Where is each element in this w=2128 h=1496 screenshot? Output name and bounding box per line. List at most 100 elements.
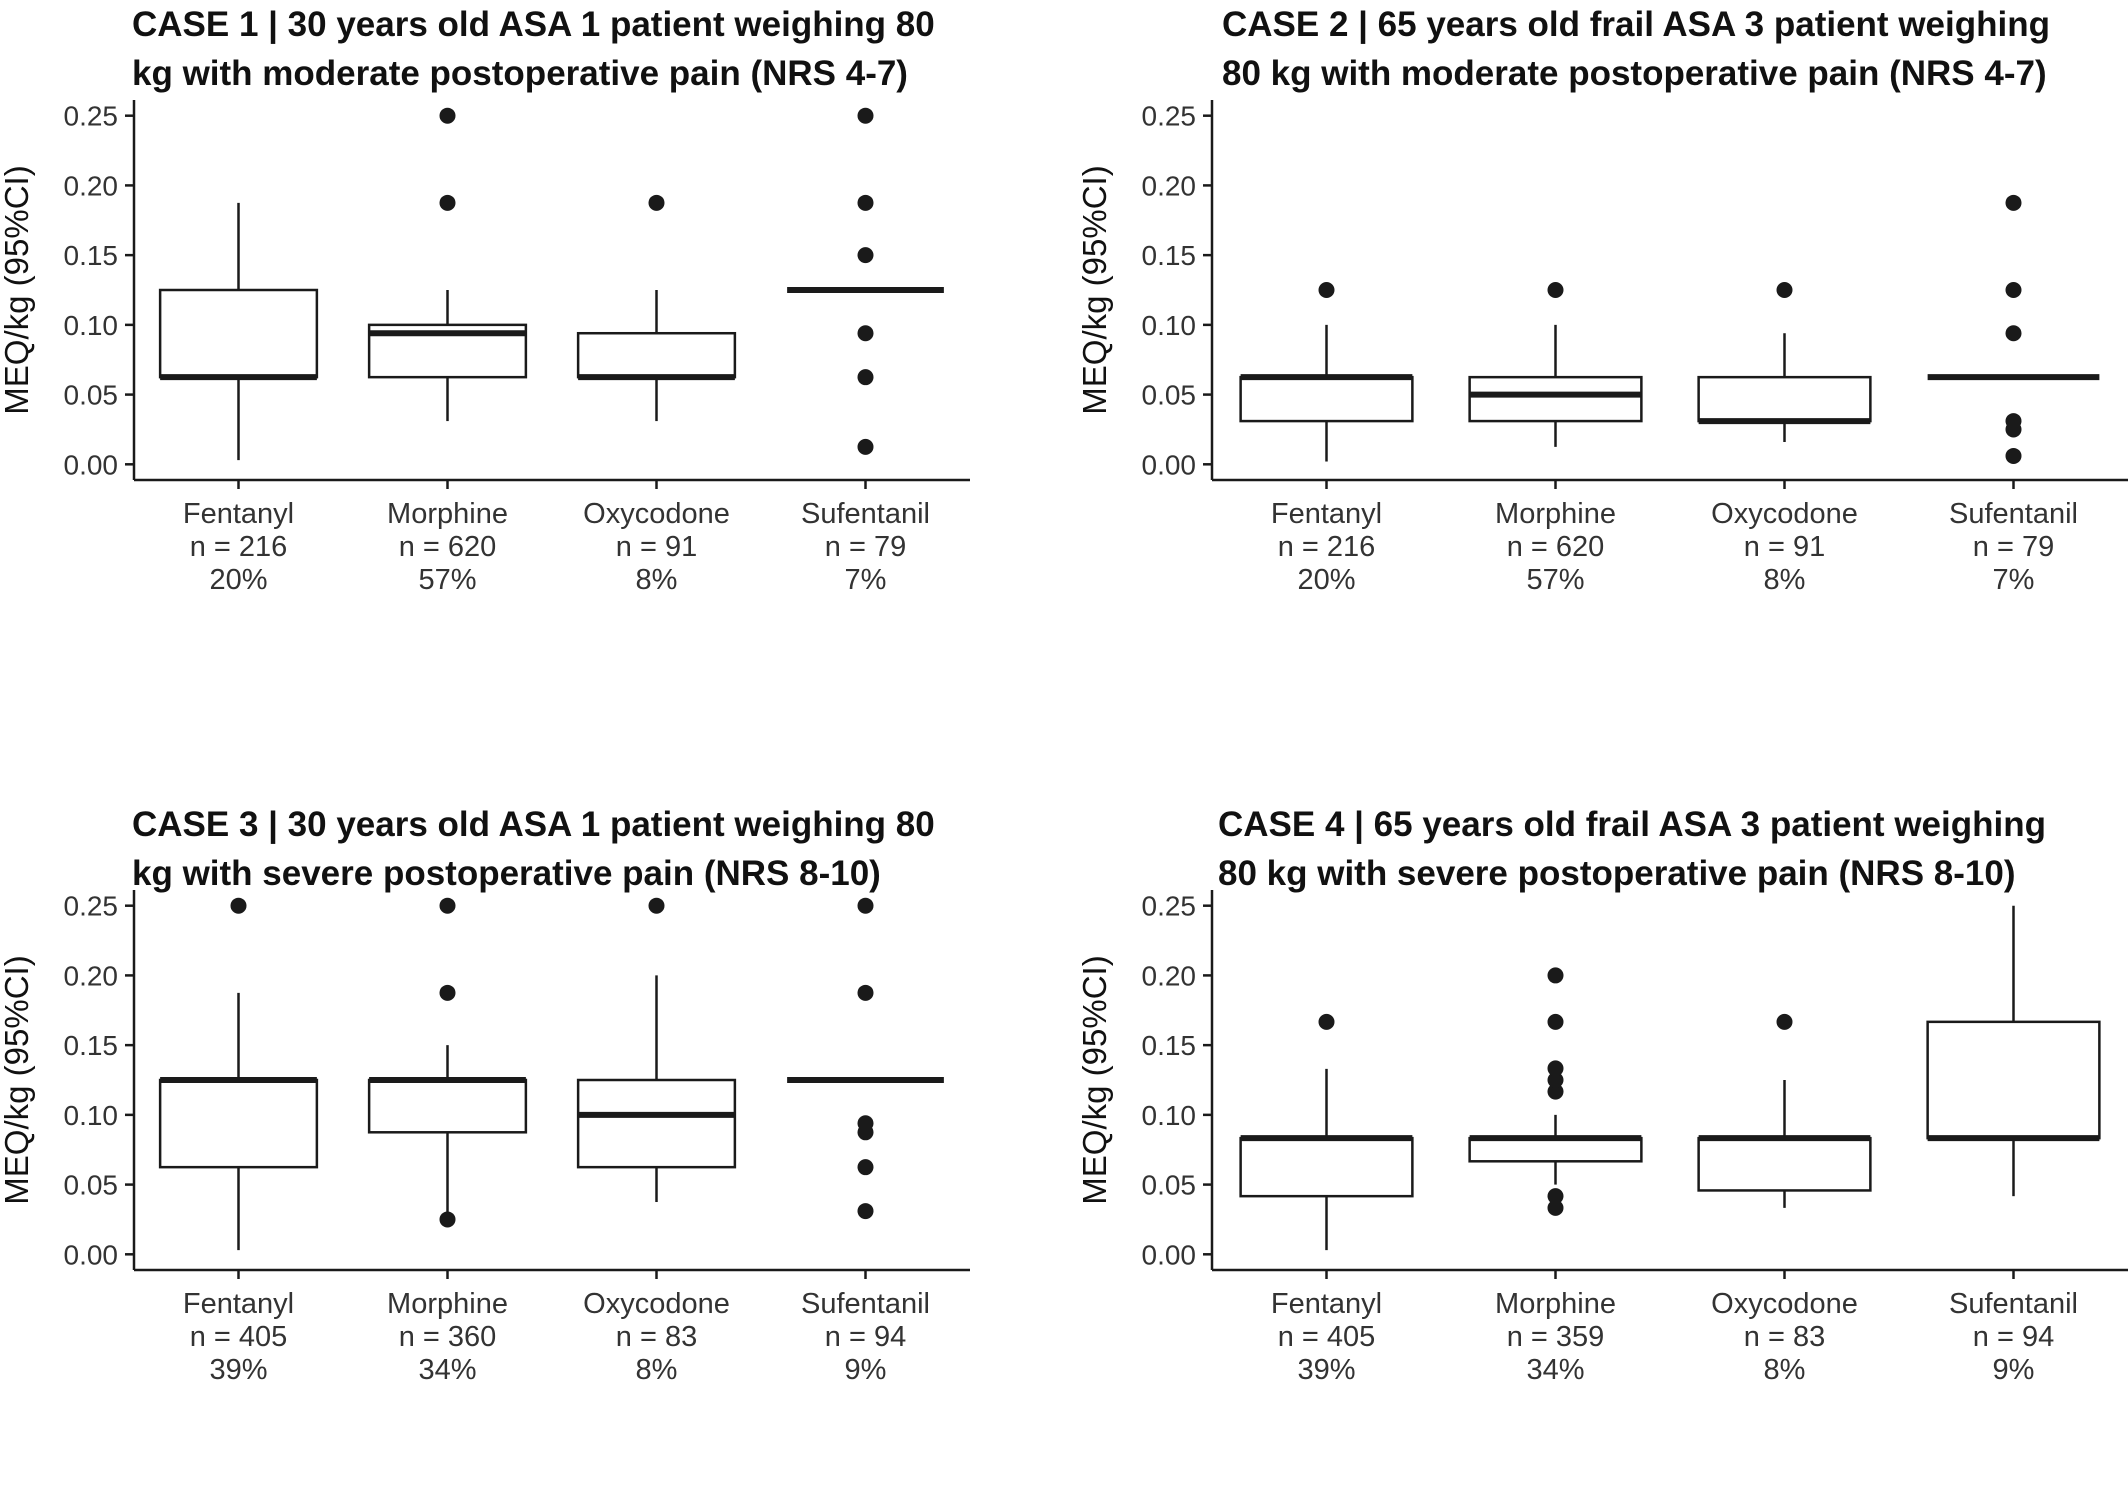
percentage-label-morphine: 57%: [1526, 564, 1584, 596]
y-tick-label: 0.25: [64, 101, 119, 132]
outlier-point-sufentanil: [2005, 282, 2022, 298]
x-tick-label-oxycodone: Oxycodone: [1711, 1288, 1858, 1320]
outlier-point-sufentanil: [857, 247, 874, 264]
outlier-point-sufentanil: [857, 325, 874, 342]
percentage-label-oxycodone: 8%: [636, 564, 678, 596]
chart-title-line: CASE 2 | 65 years old frail ASA 3 patien…: [1222, 5, 2050, 44]
outlier-point-sufentanil: [2005, 194, 2022, 211]
outlier-point-sufentanil: [857, 1115, 874, 1132]
outlier-point-fentanyl: [230, 897, 247, 914]
y-tick-label: 0.25: [1142, 891, 1197, 922]
y-tick-label: 0.20: [64, 170, 119, 201]
y-tick-label: 0.20: [64, 960, 119, 991]
y-tick-label: 0.20: [1142, 960, 1197, 991]
outlier-point-oxycodone: [1776, 1013, 1793, 1030]
outlier-point-morphine: [1547, 1013, 1564, 1030]
box-fentanyl: [158, 288, 319, 379]
y-tick-label: 0.20: [1142, 170, 1197, 201]
outlier-point-sufentanil: [857, 897, 874, 914]
percentage-label-sufentanil: 9%: [845, 1354, 887, 1386]
x-tick-label-morphine: Morphine: [1495, 1288, 1616, 1320]
x-tick-label-morphine: Morphine: [1495, 498, 1616, 530]
sample-size-label-morphine: n = 620: [399, 531, 497, 563]
y-axis-label: MEQ/kg (95%CI): [1076, 955, 1113, 1204]
chart-title-line: kg with severe postoperative pain (NRS 8…: [132, 854, 881, 893]
box-plot: 0.00 0.05 0.10 0.15 0.20 0.25 MEQ/kg (95%CI) Fe…: [1076, 890, 2128, 1386]
percentage-label-sufentanil: 7%: [1993, 564, 2035, 596]
chart-panel-case-3: CASE 3 | 30 years old ASA 1 patient weig…: [0, 774, 1064, 1496]
sample-size-label-fentanyl: n = 405: [1278, 1321, 1376, 1353]
sample-size-label-fentanyl: n = 405: [190, 1321, 288, 1353]
outlier-point-oxycodone: [648, 897, 665, 914]
x-tick-label-fentanyl: Fentanyl: [1271, 498, 1382, 530]
y-axis-label: MEQ/kg (95%CI): [1076, 165, 1113, 414]
sample-size-label-morphine: n = 360: [399, 1321, 497, 1353]
chart-title: CASE 2 | 65 years old frail ASA 3 patien…: [1222, 0, 2050, 98]
sample-size-label-oxycodone: n = 91: [1744, 531, 1825, 563]
x-tick-label-fentanyl: Fentanyl: [183, 498, 294, 530]
y-tick-label: 0.00: [64, 449, 119, 480]
x-tick-label-morphine: Morphine: [387, 498, 508, 530]
box-morphine: [367, 1078, 528, 1134]
y-tick-label: 0.25: [64, 891, 119, 922]
outlier-point-morphine: [1547, 1072, 1564, 1088]
percentage-label-morphine: 34%: [1526, 1354, 1584, 1386]
sample-size-label-oxycodone: n = 83: [616, 1321, 697, 1353]
sample-size-label-sufentanil: n = 94: [1973, 1321, 2054, 1353]
y-tick-label: 0.10: [64, 1100, 119, 1131]
outlier-point-morphine: [1547, 1060, 1564, 1077]
sample-size-label-fentanyl: n = 216: [1278, 531, 1376, 563]
outlier-point-morphine: [439, 194, 456, 211]
chart-panel-case-4: CASE 4 | 65 years old frail ASA 3 patien…: [1064, 774, 2128, 1496]
y-tick-label: 0.05: [1142, 1170, 1197, 1201]
y-tick-label: 0.05: [64, 1170, 119, 1201]
outlier-point-morphine: [439, 984, 456, 1001]
outlier-point-oxycodone: [1776, 282, 1793, 298]
box-fentanyl: [1239, 375, 1414, 423]
y-tick-label: 0.00: [1142, 449, 1197, 480]
percentage-label-morphine: 57%: [418, 564, 476, 596]
outlier-point-oxycodone: [648, 194, 665, 211]
y-tick-label: 0.00: [64, 1239, 119, 1270]
y-axis-label: MEQ/kg (95%CI): [0, 955, 35, 1204]
percentage-label-sufentanil: 7%: [845, 564, 887, 596]
box-morphine: [1468, 375, 1643, 423]
y-tick-label: 0.10: [64, 310, 119, 341]
sample-size-label-oxycodone: n = 91: [616, 531, 697, 563]
percentage-label-sufentanil: 9%: [1993, 1354, 2035, 1386]
outlier-point-sufentanil: [857, 107, 874, 124]
percentage-label-oxycodone: 8%: [1764, 564, 1806, 596]
sample-size-label-sufentanil: n = 79: [825, 531, 906, 563]
x-tick-label-sufentanil: Sufentanil: [1949, 498, 2078, 530]
percentage-label-fentanyl: 39%: [209, 1354, 267, 1386]
box-morphine: [1468, 1136, 1643, 1163]
percentage-label-fentanyl: 20%: [209, 564, 267, 596]
percentage-label-oxycodone: 8%: [636, 1354, 678, 1386]
box-oxycodone: [576, 1078, 737, 1169]
y-tick-label: 0.05: [1142, 380, 1197, 411]
x-tick-label-oxycodone: Oxycodone: [1711, 498, 1858, 530]
chart-title-line: 80 kg with severe postoperative pain (NR…: [1218, 854, 2016, 893]
chart-title-line: 80 kg with moderate postoperative pain (…: [1222, 54, 2047, 93]
y-tick-label: 0.10: [1142, 1100, 1197, 1131]
y-tick-label: 0.15: [1142, 240, 1197, 271]
chart-title: CASE 3 | 30 years old ASA 1 patient weig…: [132, 800, 935, 898]
sample-size-label-sufentanil: n = 79: [1973, 531, 2054, 563]
chart-title-line: kg with moderate postoperative pain (NRS…: [132, 54, 908, 93]
sample-size-label-morphine: n = 620: [1507, 531, 1605, 563]
x-tick-label-sufentanil: Sufentanil: [1949, 1288, 2078, 1320]
sample-size-label-oxycodone: n = 83: [1744, 1321, 1825, 1353]
outlier-point-sufentanil: [857, 1203, 874, 1220]
box-fentanyl: [158, 1078, 319, 1169]
y-tick-label: 0.25: [1142, 101, 1197, 132]
sample-size-label-sufentanil: n = 94: [825, 1321, 906, 1353]
chart-panel-case-2: CASE 2 | 65 years old frail ASA 3 patien…: [1064, 0, 2128, 774]
x-tick-label-oxycodone: Oxycodone: [583, 498, 730, 530]
y-tick-label: 0.05: [64, 380, 119, 411]
x-tick-label-fentanyl: Fentanyl: [1271, 1288, 1382, 1320]
box-plot: 0.00 0.05 0.10 0.15 0.20 0.25 MEQ/kg (95%CI) Fe…: [1076, 100, 2128, 596]
outlier-point-morphine: [439, 1211, 456, 1228]
outlier-point-sufentanil: [2005, 325, 2022, 342]
box-oxycodone: [1697, 1136, 1872, 1192]
outlier-point-morphine: [1547, 1083, 1564, 1100]
